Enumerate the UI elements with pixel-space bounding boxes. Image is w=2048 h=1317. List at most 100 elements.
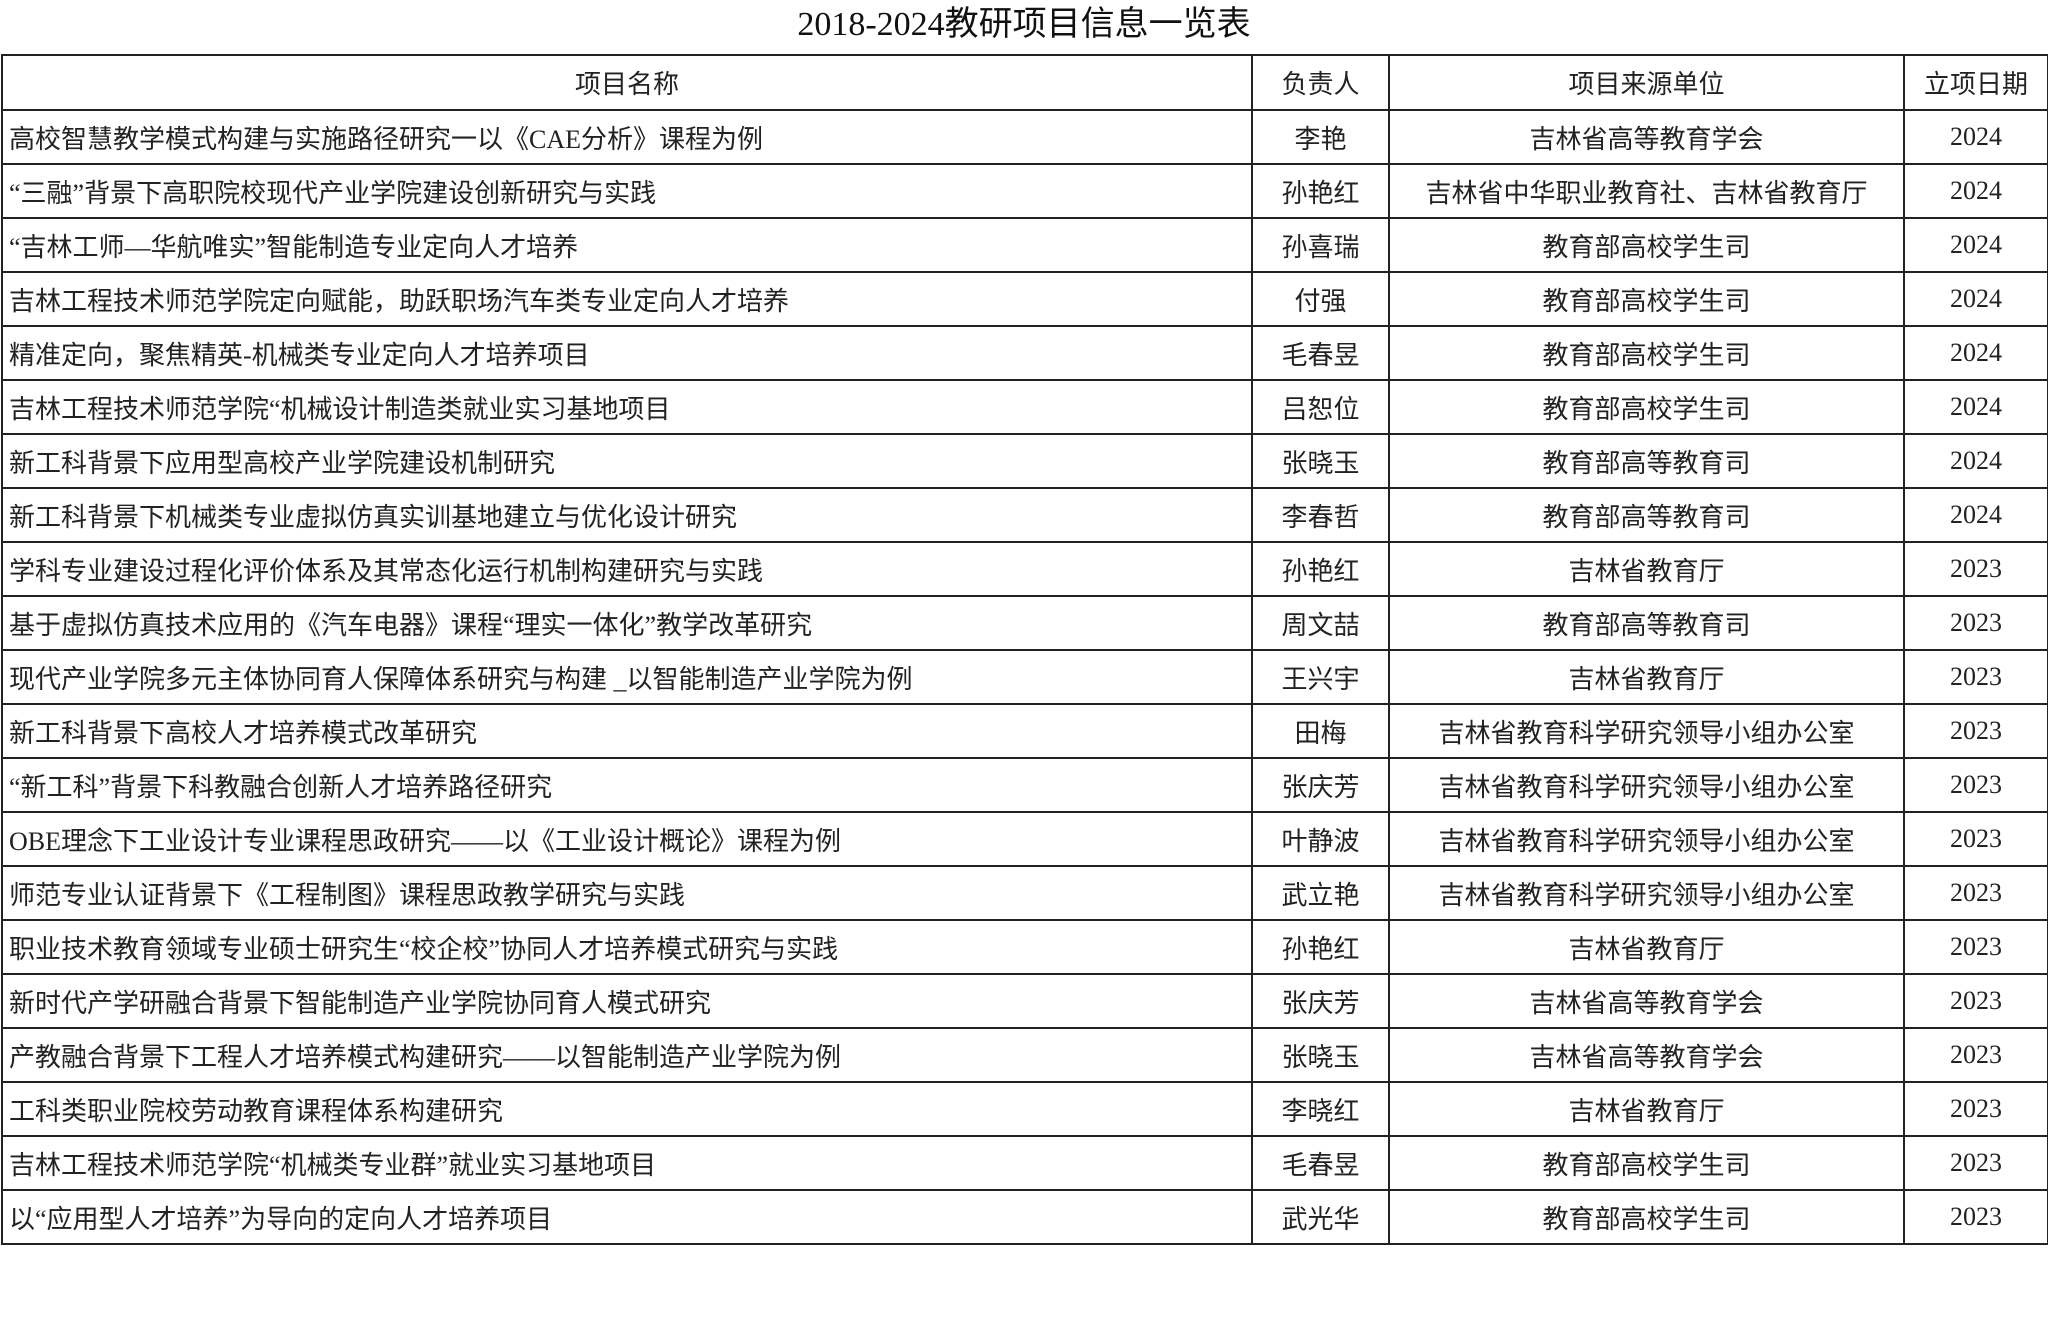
source-unit-cell: 教育部高等教育司: [1388, 433, 1905, 489]
header-leader: 负责人: [1251, 54, 1390, 111]
leader-cell: 孙艳红: [1251, 919, 1390, 975]
header-project-name: 项目名称: [1, 54, 1253, 111]
date-cell: 2023: [1903, 1027, 2048, 1083]
date-cell: 2024: [1903, 433, 2048, 489]
table-row: OBE理念下工业设计专业课程思政研究——以《工业设计概论》课程为例 叶静波 吉林省教…: [1, 811, 2048, 867]
source-unit-cell: 吉林省教育科学研究领导小组办公室: [1388, 703, 1905, 759]
header-date: 立项日期: [1903, 54, 2048, 111]
project-name-cell: 新时代产学研融合背景下智能制造产业学院协同育人模式研究: [1, 973, 1253, 1029]
date-cell: 2023: [1903, 1081, 2048, 1137]
leader-cell: 田梅: [1251, 703, 1390, 759]
source-unit-cell: 吉林省教育科学研究领导小组办公室: [1388, 811, 1905, 867]
source-unit-cell: 吉林省教育科学研究领导小组办公室: [1388, 757, 1905, 813]
leader-cell: 李晓红: [1251, 1081, 1390, 1137]
date-cell: 2024: [1903, 271, 2048, 327]
source-unit-cell: 教育部高校学生司: [1388, 379, 1905, 435]
table-row: 新工科背景下机械类专业虚拟仿真实训基地建立与优化设计研究 李春哲 教育部高等教育司 2…: [1, 487, 2048, 543]
table-header-row: 项目名称 负责人 项目来源单位 立项日期: [1, 54, 2048, 111]
project-name-cell: 精准定向，聚焦精英-机械类专业定向人才培养项目: [1, 325, 1253, 381]
source-unit-cell: 教育部高等教育司: [1388, 595, 1905, 651]
date-cell: 2024: [1903, 163, 2048, 219]
project-name-cell: 现代产业学院多元主体协同育人保障体系研究与构建 _以智能制造产业学院为例: [1, 649, 1253, 705]
leader-cell: 毛春昱: [1251, 1135, 1390, 1191]
table-row: 新时代产学研融合背景下智能制造产业学院协同育人模式研究 张庆芳 吉林省高等教育学会 2…: [1, 973, 2048, 1029]
source-unit-cell: 教育部高校学生司: [1388, 1135, 1905, 1191]
date-cell: 2023: [1903, 919, 2048, 975]
source-unit-cell: 吉林省教育厅: [1388, 541, 1905, 597]
source-unit-cell: 吉林省中华职业教育社、吉林省教育厅: [1388, 163, 1905, 219]
table-row: 吉林工程技术师范学院“机械设计制造类就业实习基地项目 吕恕位 教育部高校学生司 202…: [1, 379, 2048, 435]
source-unit-cell: 吉林省教育厅: [1388, 919, 1905, 975]
project-name-cell: 学科专业建设过程化评价体系及其常态化运行机制构建研究与实践: [1, 541, 1253, 597]
leader-cell: 叶静波: [1251, 811, 1390, 867]
date-cell: 2023: [1903, 1189, 2048, 1245]
date-cell: 2023: [1903, 1135, 2048, 1191]
project-name-cell: 新工科背景下机械类专业虚拟仿真实训基地建立与优化设计研究: [1, 487, 1253, 543]
project-name-cell: 师范专业认证背景下《工程制图》课程思政教学研究与实践: [1, 865, 1253, 921]
table-row: 职业技术教育领域专业硕士研究生“校企校”协同人才培养模式研究与实践 孙艳红 吉林省教…: [1, 919, 2048, 975]
project-name-cell: 工科类职业院校劳动教育课程体系构建研究: [1, 1081, 1253, 1137]
date-cell: 2024: [1903, 217, 2048, 273]
date-cell: 2023: [1903, 703, 2048, 759]
source-unit-cell: 教育部高校学生司: [1388, 271, 1905, 327]
project-name-cell: “三融”背景下高职院校现代产业学院建设创新研究与实践: [1, 163, 1253, 219]
leader-cell: 毛春昱: [1251, 325, 1390, 381]
table-row: 精准定向，聚焦精英-机械类专业定向人才培养项目 毛春昱 教育部高校学生司 2024: [1, 325, 2048, 381]
project-name-cell: 高校智慧教学模式构建与实施路径研究一以《CAE分析》课程为例: [1, 109, 1253, 165]
date-cell: 2024: [1903, 379, 2048, 435]
table-row: 工科类职业院校劳动教育课程体系构建研究 李晓红 吉林省教育厅 2023: [1, 1081, 2048, 1137]
table-row: “新工科”背景下科教融合创新人才培养路径研究 张庆芳 吉林省教育科学研究领导小组办公…: [1, 757, 2048, 813]
date-cell: 2023: [1903, 811, 2048, 867]
table-row: 吉林工程技术师范学院“机械类专业群”就业实习基地项目 毛春昱 教育部高校学生司 202…: [1, 1135, 2048, 1191]
date-cell: 2023: [1903, 649, 2048, 705]
source-unit-cell: 教育部高等教育司: [1388, 487, 1905, 543]
source-unit-cell: 吉林省高等教育学会: [1388, 109, 1905, 165]
header-source-unit: 项目来源单位: [1388, 54, 1905, 111]
source-unit-cell: 吉林省教育科学研究领导小组办公室: [1388, 865, 1905, 921]
table-row: “吉林工师—华航唯实”智能制造专业定向人才培养 孙喜瑞 教育部高校学生司 2024: [1, 217, 2048, 273]
table-row: 学科专业建设过程化评价体系及其常态化运行机制构建研究与实践 孙艳红 吉林省教育厅 20…: [1, 541, 2048, 597]
project-name-cell: “吉林工师—华航唯实”智能制造专业定向人才培养: [1, 217, 1253, 273]
table-row: 产教融合背景下工程人才培养模式构建研究——以智能制造产业学院为例 张晓玉 吉林省高等…: [1, 1027, 2048, 1083]
source-unit-cell: 教育部高校学生司: [1388, 325, 1905, 381]
date-cell: 2023: [1903, 973, 2048, 1029]
project-name-cell: 吉林工程技术师范学院“机械类专业群”就业实习基地项目: [1, 1135, 1253, 1191]
project-name-cell: “新工科”背景下科教融合创新人才培养路径研究: [1, 757, 1253, 813]
project-name-cell: 吉林工程技术师范学院定向赋能，助跃职场汽车类专业定向人才培养: [1, 271, 1253, 327]
date-cell: 2023: [1903, 595, 2048, 651]
leader-cell: 孙喜瑞: [1251, 217, 1390, 273]
source-unit-cell: 教育部高校学生司: [1388, 1189, 1905, 1245]
table-row: 师范专业认证背景下《工程制图》课程思政教学研究与实践 武立艳 吉林省教育科学研究领导…: [1, 865, 2048, 921]
project-name-cell: 新工科背景下应用型高校产业学院建设机制研究: [1, 433, 1253, 489]
date-cell: 2024: [1903, 109, 2048, 165]
source-unit-cell: 教育部高校学生司: [1388, 217, 1905, 273]
leader-cell: 吕恕位: [1251, 379, 1390, 435]
source-unit-cell: 吉林省高等教育学会: [1388, 973, 1905, 1029]
leader-cell: 付强: [1251, 271, 1390, 327]
table-row: 基于虚拟仿真技术应用的《汽车电器》课程“理实一体化”教学改革研究 周文喆 教育部高等…: [1, 595, 2048, 651]
leader-cell: 周文喆: [1251, 595, 1390, 651]
leader-cell: 王兴宇: [1251, 649, 1390, 705]
source-unit-cell: 吉林省高等教育学会: [1388, 1027, 1905, 1083]
table-row: 现代产业学院多元主体协同育人保障体系研究与构建 _以智能制造产业学院为例 王兴宇吉…: [1, 649, 2048, 705]
project-name-cell: 以“应用型人才培养”为导向的定向人才培养项目: [1, 1189, 1253, 1245]
table-row: 以“应用型人才培养”为导向的定向人才培养项目 武光华 教育部高校学生司 2023: [1, 1189, 2048, 1245]
leader-cell: 张庆芳: [1251, 973, 1390, 1029]
date-cell: 2024: [1903, 487, 2048, 543]
table-row: “三融”背景下高职院校现代产业学院建设创新研究与实践 孙艳红 吉林省中华职业教育社、…: [1, 163, 2048, 219]
leader-cell: 武立艳: [1251, 865, 1390, 921]
leader-cell: 张晓玉: [1251, 1027, 1390, 1083]
leader-cell: 武光华: [1251, 1189, 1390, 1245]
leader-cell: 李春哲: [1251, 487, 1390, 543]
leader-cell: 李艳: [1251, 109, 1390, 165]
page-title: 2018-2024教研项目信息一览表: [797, 6, 1251, 43]
date-cell: 2023: [1903, 865, 2048, 921]
table-row: 新工科背景下应用型高校产业学院建设机制研究 张晓玉 教育部高等教育司 2024: [1, 433, 2048, 489]
leader-cell: 张晓玉: [1251, 433, 1390, 489]
source-unit-cell: 吉林省教育厅: [1388, 649, 1905, 705]
table-row: 新工科背景下高校人才培养模式改革研究 田梅 吉林省教育科学研究领导小组办公室 2023: [1, 703, 2048, 759]
project-name-cell: 职业技术教育领域专业硕士研究生“校企校”协同人才培养模式研究与实践: [1, 919, 1253, 975]
date-cell: 2023: [1903, 757, 2048, 813]
project-name-cell: 产教融合背景下工程人才培养模式构建研究——以智能制造产业学院为例: [1, 1027, 1253, 1083]
project-table: 项目名称 负责人 项目来源单位 立项日期 高校智慧教学模式构建与实施路径研究一以…: [1, 54, 2048, 1245]
